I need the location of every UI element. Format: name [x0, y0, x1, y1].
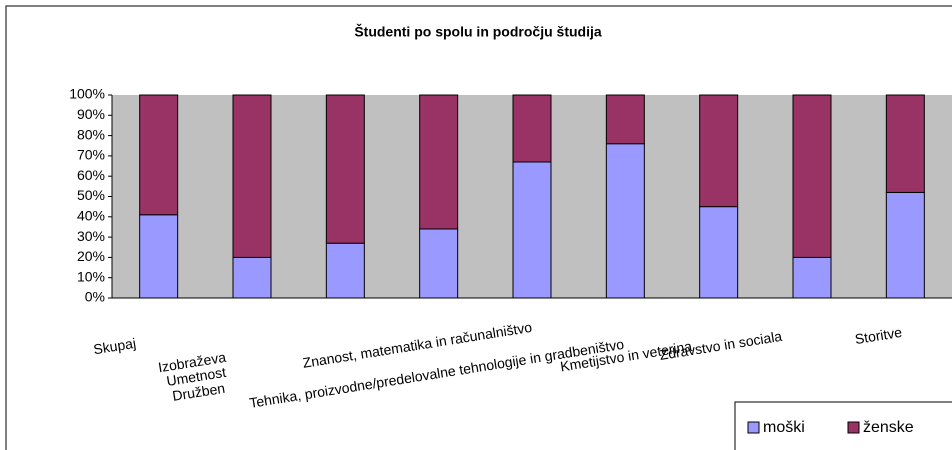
- chart-title: Študenti po spolu in področju študija: [354, 23, 602, 40]
- bar-segment: [699, 94, 739, 208]
- legend-swatch: [847, 421, 860, 434]
- bar-segment: [605, 143, 645, 299]
- bar-segment: [325, 242, 365, 299]
- y-tick-label: 90%: [77, 106, 105, 122]
- bar-segment: [512, 94, 552, 163]
- bar-segment: [232, 94, 272, 258]
- y-tick-label: 30%: [77, 228, 105, 244]
- legend-label: ženske: [863, 419, 914, 436]
- y-tick-label: 60%: [77, 167, 105, 183]
- y-tick-label: 0%: [85, 289, 105, 305]
- bar-segment: [885, 94, 925, 193]
- bar-segment: [139, 94, 179, 216]
- y-tick-label: 40%: [77, 208, 105, 224]
- y-tick-label: 50%: [77, 187, 105, 203]
- y-tick-label: 100%: [69, 86, 105, 102]
- bar-segment: [792, 94, 832, 258]
- bar-segment: [792, 256, 832, 299]
- bar-segment: [232, 256, 272, 299]
- legend-swatch: [747, 421, 760, 434]
- bar-segment: [419, 94, 459, 230]
- bar-segment: [605, 94, 645, 145]
- x-tick-label: Skupaj: [92, 335, 137, 358]
- bar-segment: [325, 94, 365, 244]
- y-tick-label: 10%: [77, 268, 105, 284]
- bar-segment: [512, 161, 552, 299]
- bar-segment: [419, 228, 459, 299]
- legend-label: moški: [763, 419, 805, 436]
- x-tick-label: Storitve: [854, 324, 904, 347]
- legend: [734, 401, 952, 450]
- bar-segment: [699, 206, 739, 299]
- y-tick-label: 20%: [77, 248, 105, 264]
- y-tick-label: 80%: [77, 126, 105, 142]
- bar-segment: [885, 191, 925, 299]
- bar-segment: [139, 214, 179, 299]
- y-tick-label: 70%: [77, 147, 105, 163]
